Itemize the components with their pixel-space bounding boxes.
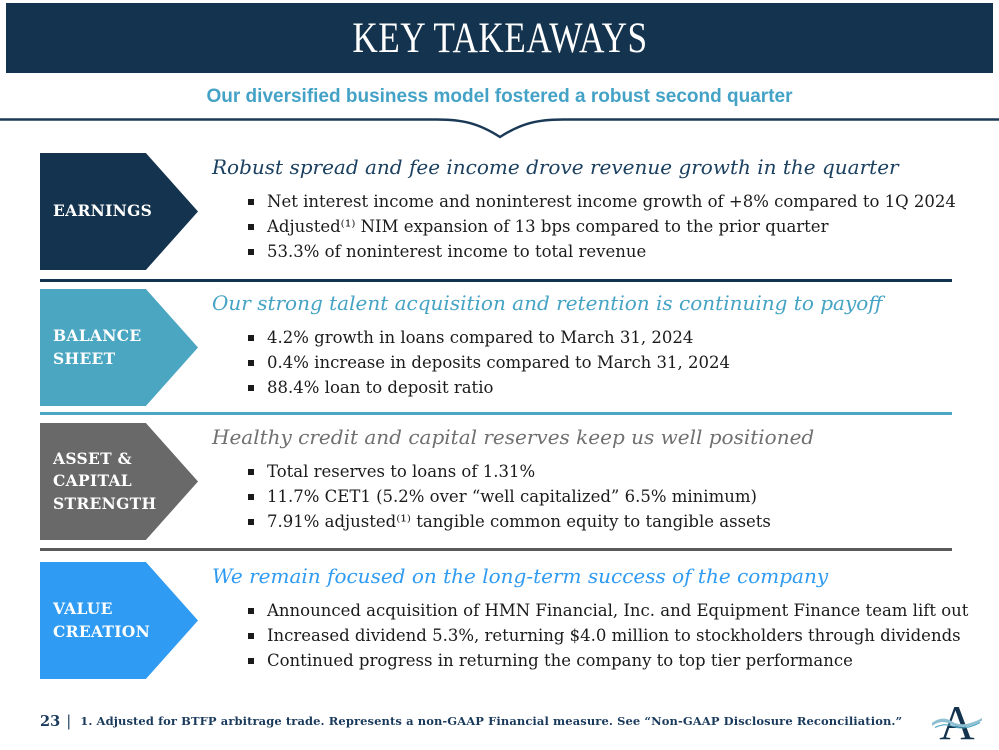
bullet-item: Total reserves to loans of 1.31% (248, 459, 985, 484)
section-balance-sheet: BALANCE SHEET Our strong talent acquisit… (0, 289, 999, 406)
bullet-item: Adjusted⁽¹⁾ NIM expansion of 13 bps comp… (248, 214, 985, 239)
bullet-item: Net interest income and noninterest inco… (248, 189, 985, 214)
footer-separator: | (66, 712, 72, 730)
brace-divider (0, 110, 999, 144)
bullet-item: Increased dividend 5.3%, returning $4.0 … (248, 623, 985, 648)
asset-capital-arrow-shape: ASSET & CAPITAL STRENGTH (40, 423, 198, 540)
section-divider (40, 548, 952, 551)
section-heading: Robust spread and fee income drove reven… (212, 155, 899, 179)
section-heading: We remain focused on the long-term succe… (212, 564, 829, 588)
footnote-text: 1. Adjusted for BTFP arbitrage trade. Re… (80, 714, 903, 728)
bullet-item: 88.4% loan to deposit ratio (248, 375, 985, 400)
section-asset-capital-strength: ASSET & CAPITAL STRENGTH Healthy credit … (0, 423, 999, 540)
bullet-item: 4.2% growth in loans compared to March 3… (248, 325, 985, 350)
value-creation-arrow-shape: VALUE CREATION (40, 562, 198, 679)
section-bullet-list: Announced acquisition of HMN Financial, … (248, 598, 985, 673)
bullet-item: Announced acquisition of HMN Financial, … (248, 598, 985, 623)
section-label: ASSET & CAPITAL STRENGTH (53, 448, 157, 513)
earnings-arrow-shape: EARNINGS (40, 153, 198, 270)
section-label: VALUE CREATION (53, 599, 151, 641)
section-bullet-list: Total reserves to loans of 1.31% 11.7% C… (248, 459, 985, 534)
slide-subtitle: Our diversified business model fostered … (206, 86, 793, 107)
balance-sheet-arrow-shape: BALANCE SHEET (40, 289, 198, 406)
bullet-item: 0.4% increase in deposits compared to Ma… (248, 350, 985, 375)
header-bar: KEY TAKEAWAYS (6, 3, 993, 73)
section-bullet-list: Net interest income and noninterest inco… (248, 189, 985, 264)
page-title: KEY TAKEAWAYS (351, 14, 648, 62)
company-a-wave-logo-icon: A (932, 695, 982, 746)
section-bullet-list: 4.2% growth in loans compared to March 3… (248, 325, 985, 400)
bullet-item: 11.7% CET1 (5.2% over “well capitalized”… (248, 484, 985, 509)
section-value-creation: VALUE CREATION We remain focused on the … (0, 562, 999, 679)
section-heading: Healthy credit and capital reserves keep… (212, 425, 815, 449)
section-divider (40, 279, 952, 282)
section-heading: Our strong talent acquisition and retent… (212, 291, 883, 315)
footer: 23 | 1. Adjusted for BTFP arbitrage trad… (40, 712, 919, 730)
section-label: EARNINGS (53, 201, 153, 221)
bullet-item: 53.3% of noninterest income to total rev… (248, 239, 985, 264)
bullet-item: Continued progress in returning the comp… (248, 648, 985, 673)
section-divider (40, 412, 952, 415)
section-label: BALANCE SHEET (53, 326, 142, 368)
section-earnings: EARNINGS Robust spread and fee income dr… (0, 153, 999, 270)
bullet-item: 7.91% adjusted⁽¹⁾ tangible common equity… (248, 509, 985, 534)
brace-curve-icon (0, 118, 999, 139)
page-number: 23 (40, 712, 61, 730)
